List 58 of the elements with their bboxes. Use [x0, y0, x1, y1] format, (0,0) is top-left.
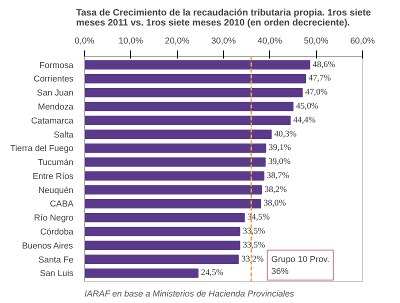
y-tick-label: Córdoba — [40, 226, 74, 236]
data-label: 33,5% — [242, 239, 266, 250]
y-tick-label: CABA — [50, 198, 74, 209]
bar — [84, 74, 306, 84]
y-tick-label: San Juan — [36, 88, 74, 98]
data-label: 38,2% — [264, 184, 287, 194]
x-tick-label: 60,0% — [350, 36, 376, 46]
bar — [84, 144, 266, 153]
chart-title: Tasa de Crecimiento de la recaudación tributaria propia. 1ros siete meses 2011 vs. 1ros siete meses 2010 (en orden decreciente). — [76, 8, 371, 28]
bar — [84, 226, 240, 236]
data-label: 48,6% — [312, 58, 336, 69]
y-tick-label: Formosa — [39, 60, 74, 70]
data-label: 34,5% — [247, 212, 270, 222]
y-tick-label: Mendoza — [38, 102, 74, 112]
bar — [84, 212, 245, 222]
ref-line-label: Grupo 10 Prov. 36% — [271, 254, 330, 276]
bar — [84, 102, 294, 112]
data-label: 44,4% — [293, 114, 316, 124]
y-tick-label: Salta — [54, 129, 74, 140]
text: IARAF en base a Ministerios de Hacienda Provinciales — [84, 288, 295, 298]
data-label: 45,0% — [296, 100, 318, 110]
x-tick-label: 10,0% — [118, 36, 144, 46]
y-tick-label: Entre Ríos — [32, 170, 74, 181]
y-tick-label: Tucumán — [38, 157, 74, 168]
y-tick-label: Catamarca — [31, 115, 74, 126]
y-tick-label: Neuquén — [38, 184, 74, 195]
data-label: 47,7% — [308, 72, 331, 83]
bar — [84, 185, 262, 194]
bar — [84, 88, 303, 98]
y-tick-label: Buenos Aires — [22, 240, 74, 250]
bar — [84, 130, 272, 139]
bar — [84, 254, 239, 264]
data-label: 40,3% — [274, 128, 297, 138]
y-tick-label: Santa Fe — [38, 254, 74, 264]
x-tick-label: 50,0% — [304, 36, 329, 46]
data-label: 38,7% — [266, 170, 290, 180]
bar — [84, 171, 264, 181]
y-tick-label: Corrientes — [34, 74, 74, 84]
x-tick-label: 20,0% — [164, 36, 190, 46]
x-tick-label: 0,0% — [74, 36, 95, 46]
bar — [84, 268, 199, 278]
bar — [84, 199, 262, 208]
data-label: 24,5% — [201, 267, 224, 278]
x-tick-label: 30,0% — [211, 36, 236, 46]
data-label: 39,1% — [268, 142, 292, 152]
y-tick-label: Tierra del Fuego — [10, 143, 74, 154]
data-label: 47,0% — [305, 86, 328, 97]
bar — [84, 240, 240, 250]
y-tick-label: Río Negro — [34, 212, 74, 223]
data-label: 33,2% — [241, 253, 264, 264]
bar — [84, 157, 266, 167]
bar — [84, 60, 310, 70]
bar — [84, 116, 291, 126]
data-label: 38,0% — [264, 198, 286, 208]
data-label: 33,5% — [242, 226, 266, 236]
x-tick-label: 40,0% — [258, 36, 282, 46]
data-label: 39,0% — [268, 156, 291, 166]
y-tick-label: San Luis — [40, 268, 74, 278]
